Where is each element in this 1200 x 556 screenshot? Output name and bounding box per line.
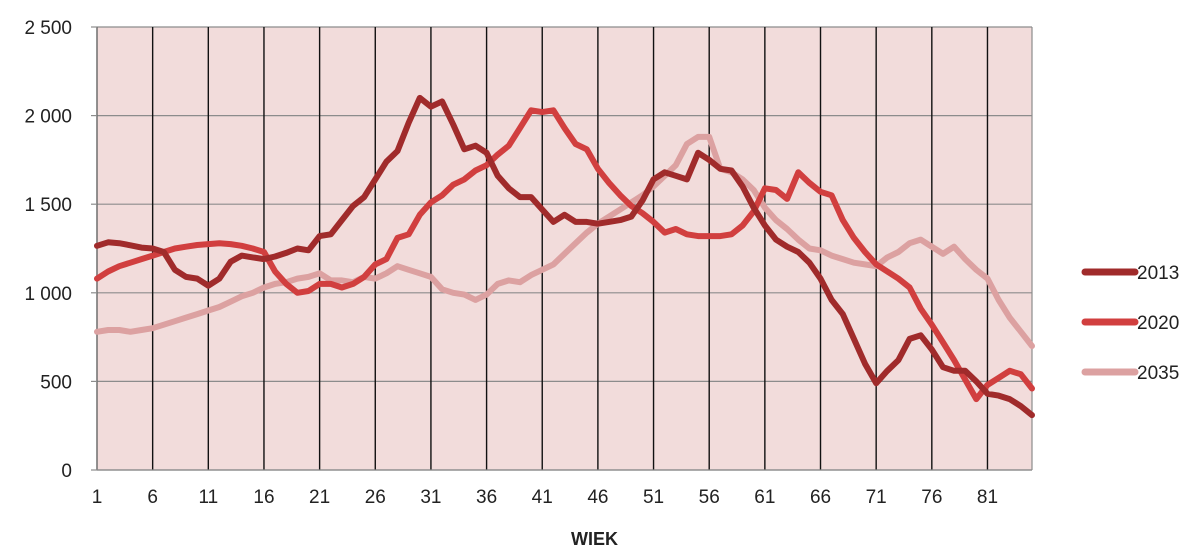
x-tick-label: 11 [198,487,218,508]
legend-item-2020: 2020 [1081,313,1179,334]
legend-label: 2020 [1137,313,1179,334]
x-tick-label: 31 [420,487,441,508]
legend-item-2013: 2013 [1081,263,1179,284]
y-tick-label: 2 500 [24,18,72,39]
y-tick-label: 500 [40,372,72,393]
x-tick-label: 26 [365,487,386,508]
y-tick-label: 2 000 [24,107,72,128]
y-tick-label: 1 000 [24,284,72,305]
plot-area [97,27,1032,470]
x-tick-label: 56 [699,487,720,508]
legend-label: 2013 [1137,263,1179,284]
x-tick-label: 36 [476,487,497,508]
legend-item-2035: 2035 [1081,363,1179,384]
x-tick-label: 21 [309,487,330,508]
x-tick-label: 1 [92,487,103,508]
x-tick-label: 51 [643,487,664,508]
x-tick-label: 41 [532,487,553,508]
series-line-2020 [94,107,1035,403]
x-axis-title: WIEK [571,529,618,549]
x-tick-label: 6 [147,487,158,508]
y-tick-label: 0 [61,461,72,482]
x-tick-label: 76 [921,487,942,508]
x-tick-label: 66 [810,487,831,508]
x-tick-label: 16 [253,487,274,508]
x-tick-label: 61 [754,487,775,508]
x-tick-label: 81 [977,487,998,508]
y-tick-label: 1 500 [24,195,72,216]
legend-label: 2035 [1137,363,1179,384]
series-line-2013 [94,94,1035,419]
x-tick-label: 46 [587,487,608,508]
x-tick-label: 71 [866,487,887,508]
